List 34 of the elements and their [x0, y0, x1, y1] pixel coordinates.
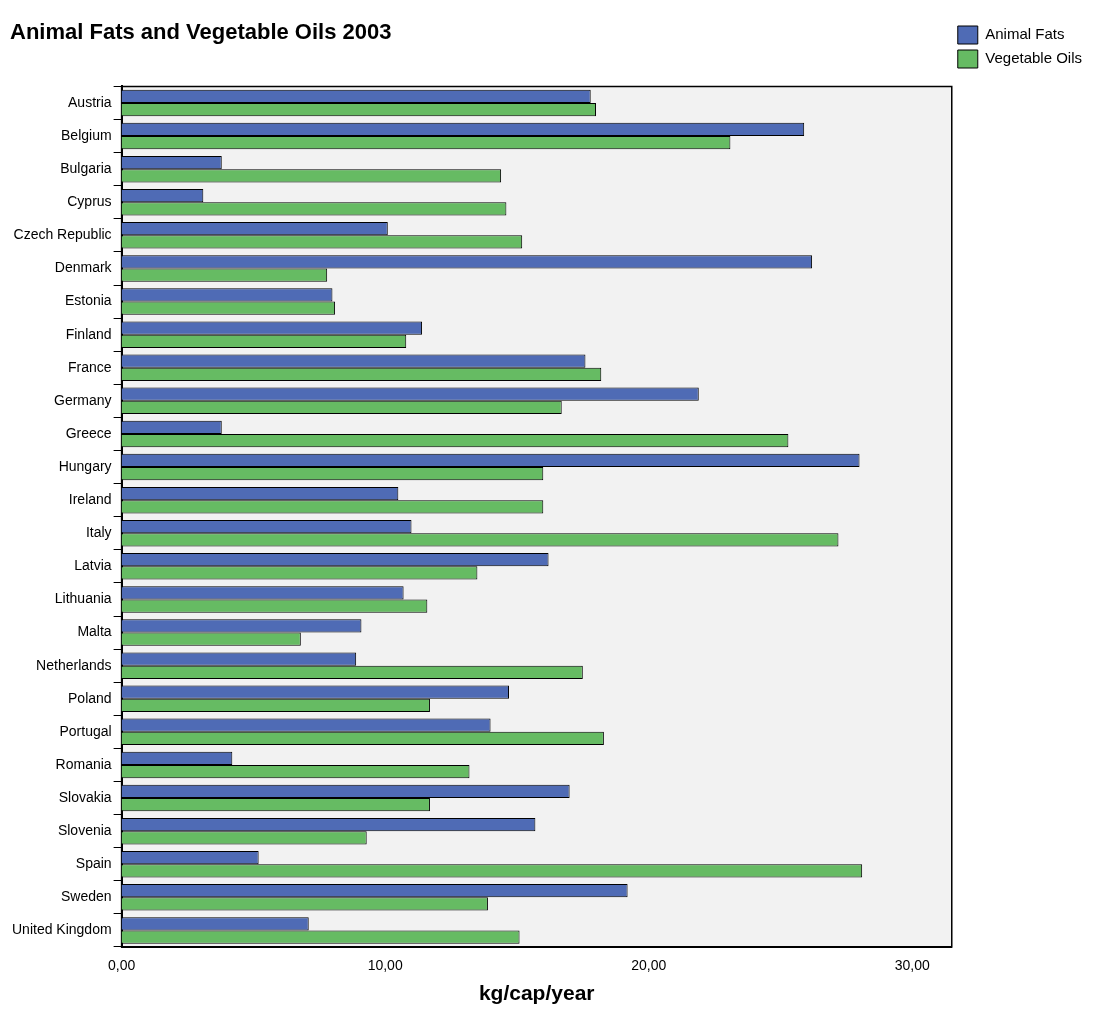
legend-label: Animal Fats: [985, 25, 1065, 43]
y-tick-label: Denmark: [54, 259, 113, 276]
y-tick-label: United Kingdom: [11, 921, 112, 938]
y-tick-label: Romania: [55, 755, 112, 772]
y-tick-label: Bulgaria: [60, 160, 112, 177]
y-tick-label: Ireland: [68, 491, 112, 508]
y-tick-label: Greece: [65, 424, 112, 441]
x-tick-label: 0,00: [107, 957, 136, 974]
y-tick-label: Belgium: [61, 126, 112, 143]
y-tick-label: Latvia: [74, 557, 112, 574]
x-axis-title: kg/cap/year: [478, 981, 595, 1005]
y-tick-label: Czech Republic: [13, 226, 112, 243]
y-tick-label: Poland: [68, 689, 112, 706]
y-tick-label: Austria: [68, 93, 112, 110]
y-tick-label: Malta: [77, 623, 112, 640]
y-tick-label: Slovenia: [57, 822, 112, 839]
x-tick-label: 30,00: [894, 957, 930, 974]
y-tick-label: Italy: [85, 524, 112, 541]
y-tick-label: Hungary: [58, 457, 112, 474]
y-tick-label: Lithuania: [54, 590, 112, 607]
y-tick-label: Portugal: [59, 722, 112, 739]
y-tick-label: Spain: [75, 855, 112, 872]
x-tick-label: 20,00: [631, 957, 667, 974]
y-tick-label: Sweden: [61, 888, 112, 905]
y-tick-label: Germany: [54, 391, 112, 408]
y-tick-label: Netherlands: [36, 656, 112, 673]
y-tick-label: Finland: [65, 325, 112, 342]
y-tick-label: Slovakia: [58, 788, 112, 805]
y-tick-label: Estonia: [64, 292, 112, 309]
legend-label: Vegetable Oils: [985, 49, 1082, 67]
y-tick-label: Cyprus: [67, 193, 112, 210]
x-tick-label: 10,00: [367, 957, 403, 974]
y-tick-label: France: [68, 358, 112, 375]
chart-title: Animal Fats and Vegetable Oils 2003: [10, 19, 392, 45]
